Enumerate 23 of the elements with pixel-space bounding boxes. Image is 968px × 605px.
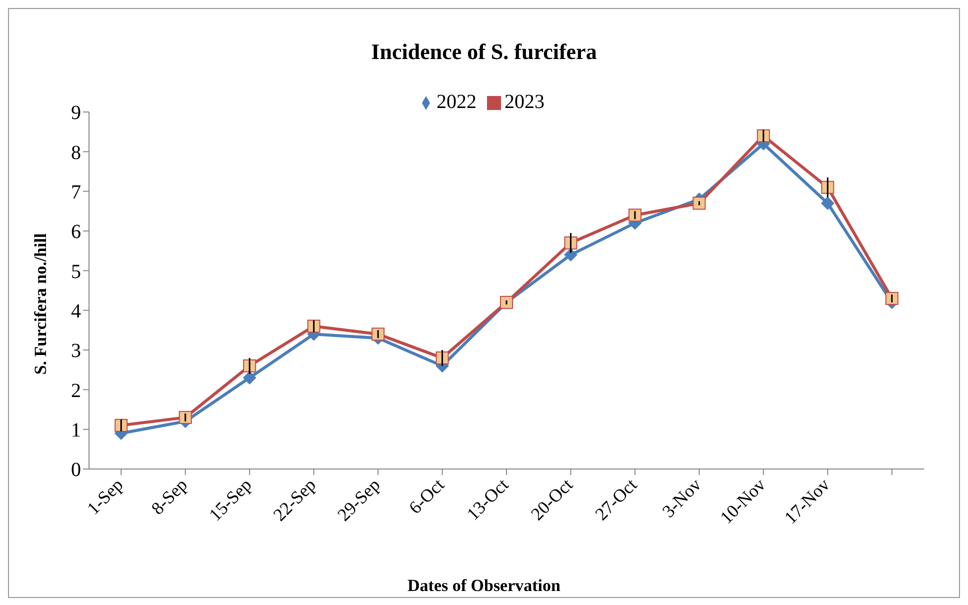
point	[692, 196, 706, 210]
legend-label: 2022	[436, 91, 476, 113]
chart-title: Incidence of S. furcifera	[370, 39, 598, 65]
y-tick-label: 5	[71, 260, 81, 283]
y-axis-title: S. Furcifera no./hill	[31, 233, 51, 375]
y-tick-label: 9	[71, 102, 81, 124]
point	[821, 196, 834, 210]
y-tick-label: 8	[71, 142, 81, 164]
point	[885, 292, 898, 305]
x-axis-title: Dates of Observation	[406, 576, 562, 596]
point	[372, 328, 385, 341]
y-tick-label: 1	[71, 419, 81, 442]
point	[243, 371, 256, 384]
y-tick-label: 2	[71, 380, 81, 402]
y-tick-label: 3	[71, 340, 81, 362]
point	[564, 248, 578, 262]
y-tick-label: 4	[71, 300, 81, 322]
legend-label: 2023	[504, 91, 544, 113]
y-tick-label: 0	[71, 459, 81, 482]
y-tick-label: 6	[71, 221, 81, 244]
y-tick-label: 7	[71, 181, 81, 204]
point	[628, 208, 642, 222]
point	[178, 410, 192, 424]
